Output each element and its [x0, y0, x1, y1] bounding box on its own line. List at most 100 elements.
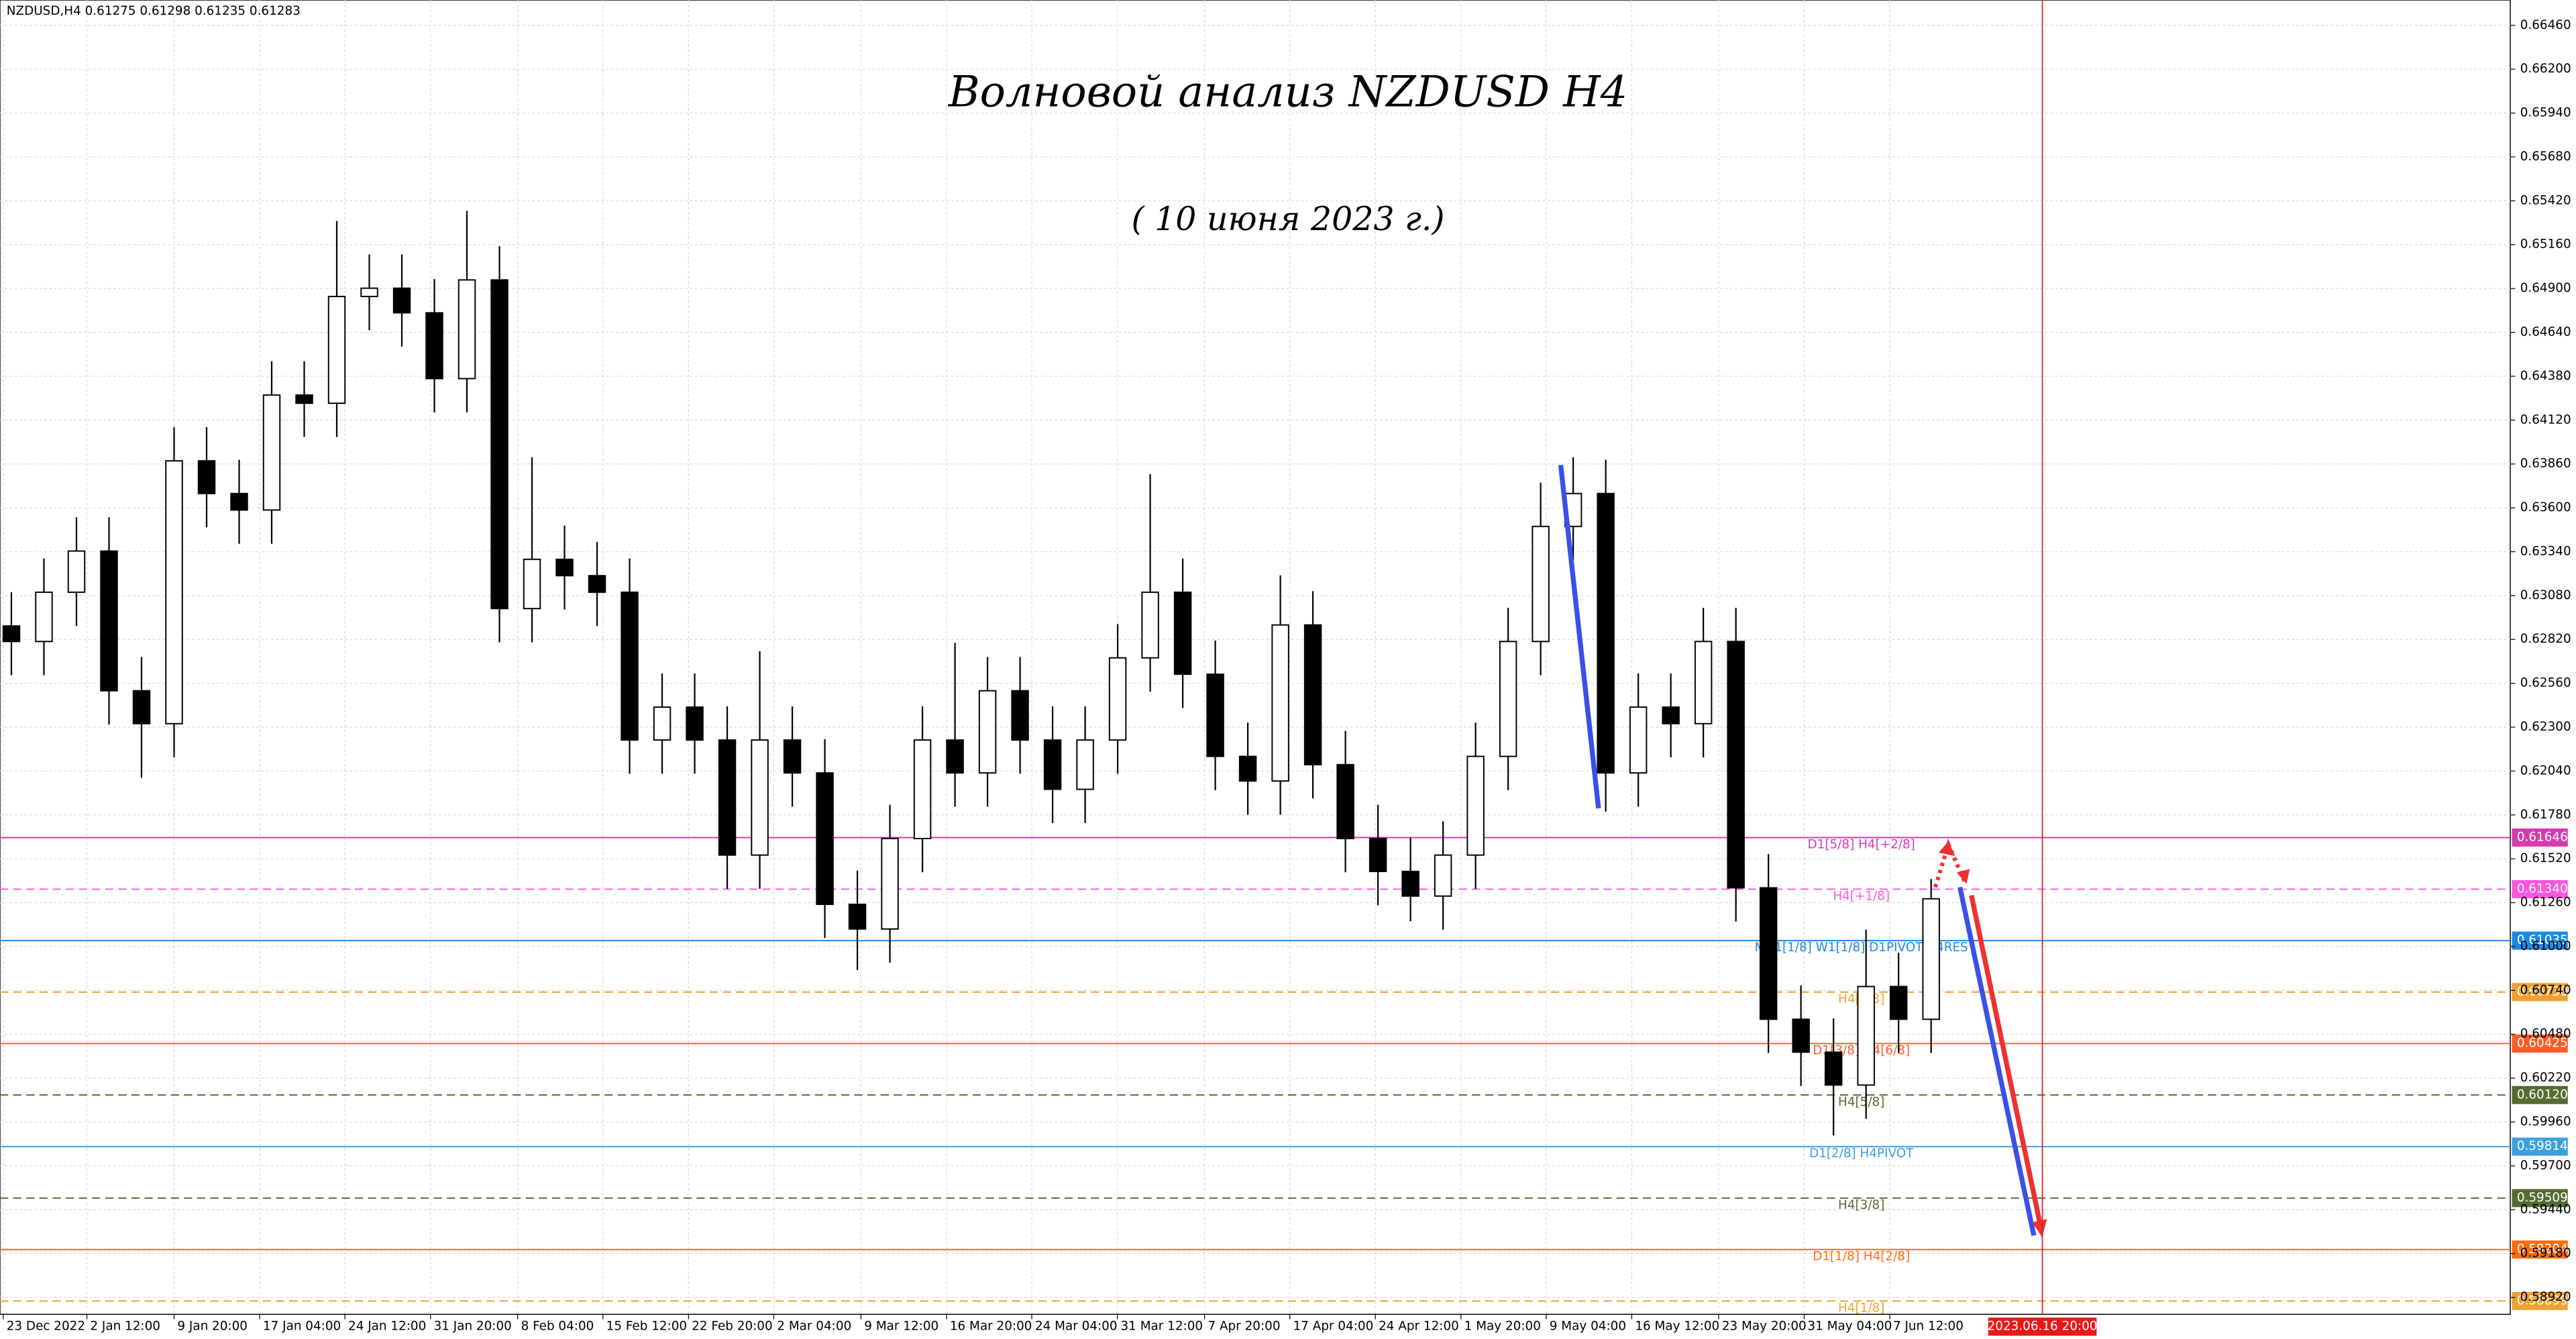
candle-body: [1108, 657, 1127, 741]
wave-line: [1969, 894, 2043, 1226]
y-tick-label: 0.59960: [2520, 1115, 2571, 1129]
time-marker-tag: [1988, 1318, 2097, 1336]
candle-body: [1401, 871, 1419, 897]
x-tick-label: 24 Mar 04:00: [1035, 1320, 1118, 1334]
x-tick-label: 31 Jan 20:00: [434, 1320, 512, 1334]
price-tag: [2512, 1240, 2568, 1259]
price-tag-label: 0.60425: [2517, 1036, 2568, 1051]
candle-body: [1434, 854, 1452, 897]
price-tag-label: 0.59509: [2517, 1191, 2568, 1205]
candle-body: [1662, 706, 1680, 725]
y-tick-label: 0.58920: [2520, 1290, 2571, 1304]
x-tick-label: 31 May 04:00: [1807, 1320, 1892, 1334]
x-tick-label: 15 Feb 12:00: [606, 1320, 687, 1334]
x-tick-label: 16 Mar 20:00: [950, 1320, 1032, 1334]
candle-body: [1336, 763, 1354, 839]
candle-body: [295, 394, 313, 405]
wave-line: [1558, 464, 1601, 809]
candle-body: [1792, 1018, 1810, 1053]
level-name: D1[1/8] H4[2/8]: [1813, 1250, 1910, 1264]
candle-body: [946, 739, 964, 774]
candle-body: [978, 690, 997, 774]
price-tag: [2512, 983, 2568, 1002]
level-name: D1[5/8] H4[+2/8]: [1808, 838, 1915, 852]
y-tick-label: 0.63340: [2520, 544, 2571, 558]
candle-body: [230, 492, 248, 511]
y-tick-label: 0.66200: [2520, 62, 2571, 76]
x-tick-label: 24 Apr 12:00: [1379, 1320, 1459, 1334]
candle-body: [1759, 887, 1778, 1020]
price-tag-label: 0.61035: [2517, 933, 2568, 947]
candle-body: [686, 706, 704, 741]
level-name: D1[2/8] H4PIVOT: [1809, 1146, 1914, 1161]
price-tag: [2512, 1189, 2568, 1208]
candle-body: [392, 287, 411, 314]
price-tag-label: 0.60730: [2517, 985, 2568, 999]
x-tick-label: 7 Jun 12:00: [1893, 1320, 1964, 1334]
candle-body: [1922, 898, 1940, 1020]
y-tick-label: 0.62560: [2520, 676, 2571, 690]
price-tag: [2512, 1085, 2568, 1104]
candle-body: [751, 739, 769, 856]
x-tick-label: 9 Mar 12:00: [864, 1320, 938, 1334]
candle-body: [458, 279, 476, 380]
time-marker-label: 2023.06.16 20:00: [1988, 1320, 2098, 1334]
candle-body: [588, 575, 606, 593]
candle-body: [425, 312, 443, 380]
arrow-head: [2032, 1219, 2047, 1238]
y-tick-label: 0.59180: [2520, 1246, 2571, 1261]
candle-body: [555, 558, 574, 577]
level-name: MN1[1/8] W1[1/8] D1PIVOT H4RES: [1755, 941, 1968, 955]
y-tick-label: 0.63600: [2520, 500, 2571, 515]
x-tick-label: 9 May 04:00: [1550, 1320, 1626, 1334]
price-tag: [2512, 1291, 2568, 1310]
candle-body: [881, 838, 899, 930]
candle-body: [100, 550, 118, 692]
price-tag-label: 0.61340: [2517, 881, 2568, 896]
candle-body: [848, 904, 867, 930]
x-tick-label: 17 Jan 04:00: [263, 1320, 341, 1334]
price-tag-label: 0.59814: [2517, 1139, 2568, 1153]
price-tag: [2512, 879, 2568, 898]
candle-body: [1466, 755, 1485, 856]
y-tick-label: 0.62040: [2520, 763, 2571, 778]
candle-body: [197, 460, 216, 494]
candle-body: [327, 295, 346, 405]
y-tick-label: 0.64900: [2520, 281, 2571, 295]
price-tag: [2512, 828, 2568, 847]
candle-body: [1727, 641, 1745, 889]
x-tick-label: 23 May 20:00: [1722, 1320, 1807, 1334]
candle-body: [1303, 624, 1322, 765]
y-tick-label: 0.62820: [2520, 632, 2571, 646]
candle-body: [1238, 755, 1257, 782]
chart-subtitle: ( 10 июня 2023 г.): [1131, 200, 1444, 238]
candle-body: [653, 706, 672, 741]
price-tag: [2512, 1034, 2568, 1053]
y-tick-label: 0.60480: [2520, 1027, 2571, 1041]
x-tick-label: 17 Apr 04:00: [1293, 1320, 1374, 1334]
y-tick-label: 0.62300: [2520, 720, 2571, 734]
x-tick-label: 7 Apr 20:00: [1208, 1320, 1280, 1334]
y-tick-label: 0.65420: [2520, 193, 2571, 207]
y-tick-label: 0.65160: [2520, 237, 2571, 252]
price-tag-label: 0.60120: [2517, 1087, 2568, 1102]
x-tick-label: 1 May 20:00: [1464, 1320, 1541, 1334]
price-tag-label: 0.58899: [2517, 1293, 2568, 1307]
candle-body: [523, 558, 541, 610]
y-tick-label: 0.61260: [2520, 896, 2571, 910]
y-tick-label: 0.61780: [2520, 808, 2571, 822]
candle-body: [1043, 739, 1062, 790]
x-tick-label: 8 Feb 04:00: [521, 1320, 594, 1334]
x-tick-label: 2 Mar 04:00: [777, 1320, 851, 1334]
candle-body: [1271, 624, 1289, 782]
candle-body: [2, 625, 21, 643]
level-name: H4[5/8]: [1838, 1095, 1884, 1109]
candle-body: [262, 394, 281, 511]
x-tick-label: 22 Feb 20:00: [692, 1320, 772, 1334]
candle-body: [816, 772, 834, 906]
y-tick-label: 0.64120: [2520, 413, 2571, 427]
y-tick-label: 0.60220: [2520, 1071, 2571, 1085]
candle-body: [360, 287, 378, 297]
candle-body: [1824, 1051, 1843, 1086]
